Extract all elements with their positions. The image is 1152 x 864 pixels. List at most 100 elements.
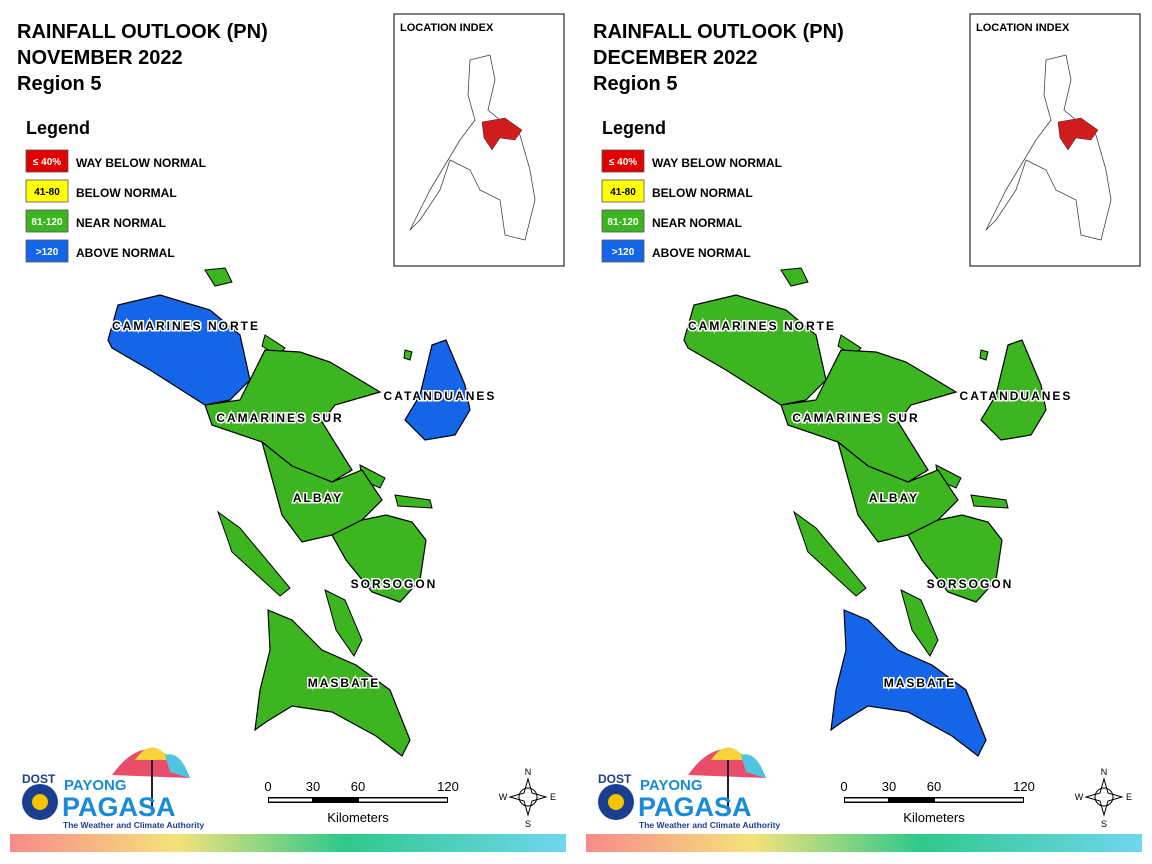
province — [107, 294, 251, 406]
province-label: MASBATE — [308, 676, 380, 690]
island — [970, 494, 1009, 509]
island — [216, 510, 291, 597]
scale-tick-label: 30 — [306, 779, 320, 794]
legend-range: 41-80 — [34, 187, 60, 198]
province — [830, 609, 987, 757]
logo-tagline: The Weather and Climate Authority — [63, 820, 204, 830]
scale-tick-label: 120 — [1013, 779, 1035, 794]
province — [404, 339, 471, 441]
legend-range: ≤ 40% — [33, 157, 61, 168]
inset-frame — [393, 13, 565, 267]
panel: RAINFALL OUTLOOK (PN) NOVEMBER 2022 Region… — [10, 13, 566, 852]
province-label: CAMARINES NORTE — [112, 319, 260, 333]
legend-swatch — [601, 179, 645, 203]
panel: RAINFALL OUTLOOK (PN) DECEMBER 2022 Region… — [586, 13, 1142, 852]
province-label: MASBATE — [884, 676, 956, 690]
island — [900, 589, 939, 657]
island — [780, 267, 809, 287]
province-label: ALBAY — [293, 491, 343, 505]
legend-swatch — [25, 209, 69, 233]
logo-payong: PAYONG — [640, 777, 703, 794]
legend-label: WAY BELOW NORMAL — [76, 156, 206, 170]
title-line: Region 5 — [593, 73, 677, 95]
province — [907, 514, 1003, 603]
scale-segment — [845, 798, 888, 802]
inset-region — [1057, 117, 1099, 151]
legend-label: BELOW NORMAL — [76, 186, 177, 200]
compass-ring — [518, 787, 538, 807]
legend-title: Legend — [26, 118, 90, 138]
scale-tick-label: 120 — [437, 779, 459, 794]
logo-payong: PAYONG — [64, 777, 127, 794]
legend-swatch — [25, 149, 69, 173]
inset-region — [481, 117, 523, 151]
legend-range: >120 — [612, 247, 635, 258]
scale-tick-label: 60 — [351, 779, 365, 794]
province — [980, 339, 1047, 441]
province-label: ALBAY — [869, 491, 919, 505]
province-label: SORSOGON — [351, 577, 438, 591]
gradient-bar — [10, 834, 566, 852]
gradient-bar — [586, 834, 1142, 852]
scale-segment — [269, 798, 312, 802]
legend-swatch — [601, 239, 645, 263]
logo-pagasa: PAGASA — [638, 792, 752, 822]
province — [254, 609, 411, 757]
compass-star — [508, 777, 548, 817]
scale-segment — [359, 798, 447, 802]
legend-range: 81-120 — [607, 217, 639, 228]
province-label: CATANDUANES — [960, 389, 1073, 403]
province-label: CATANDUANES — [384, 389, 497, 403]
logo-dost: DOST — [22, 772, 56, 786]
scale-tick-label: 0 — [264, 779, 271, 794]
legend-label: NEAR NORMAL — [652, 216, 742, 230]
logo-pagasa: PAGASA — [62, 792, 176, 822]
compass-s: S — [1101, 819, 1107, 829]
island — [204, 267, 233, 287]
island — [324, 589, 363, 657]
logo-dost: DOST — [598, 772, 632, 786]
legend-label: WAY BELOW NORMAL — [652, 156, 782, 170]
island — [792, 510, 867, 597]
compass-s: S — [525, 819, 531, 829]
province — [260, 440, 383, 543]
inset-title: LOCATION INDEX — [400, 22, 494, 34]
island — [394, 494, 433, 509]
inset-frame — [969, 13, 1141, 267]
legend-swatch — [25, 179, 69, 203]
scale-bar — [844, 797, 1024, 803]
logo-umbrella-mid — [135, 747, 170, 760]
logo-seal-inner — [608, 794, 624, 810]
title-line: RAINFALL OUTLOOK (PN) — [593, 21, 844, 43]
legend-label: BELOW NORMAL — [652, 186, 753, 200]
legend-range: 41-80 — [610, 187, 636, 198]
scale-tick-label: 0 — [840, 779, 847, 794]
legend-swatch — [25, 239, 69, 263]
logo-tagline: The Weather and Climate Authority — [639, 820, 780, 830]
title-line: Region 5 — [17, 73, 101, 95]
compass-n: N — [525, 767, 532, 777]
inset-country — [409, 54, 536, 241]
scale-unit: Kilometers — [327, 810, 389, 825]
legend-label: NEAR NORMAL — [76, 216, 166, 230]
province-label: SORSOGON — [927, 577, 1014, 591]
logo-umbrella-right — [165, 754, 190, 778]
compass-ring — [1094, 787, 1114, 807]
logo-umbrella-right — [741, 754, 766, 778]
legend-range: 81-120 — [31, 217, 63, 228]
legend-swatch — [601, 149, 645, 173]
compass-w: W — [1075, 792, 1084, 802]
title-line: RAINFALL OUTLOOK (PN) — [17, 21, 268, 43]
compass-e: E — [550, 792, 556, 802]
scale-tick-label: 60 — [927, 779, 941, 794]
province-label: CAMARINES SUR — [792, 411, 919, 425]
legend-range: >120 — [36, 247, 59, 258]
island — [979, 349, 989, 361]
scale-bar — [268, 797, 448, 803]
province-label: CAMARINES SUR — [216, 411, 343, 425]
province — [836, 440, 959, 543]
logo-seal-inner — [32, 794, 48, 810]
province — [331, 514, 427, 603]
legend-swatch — [601, 209, 645, 233]
title-line: DECEMBER 2022 — [593, 47, 758, 69]
